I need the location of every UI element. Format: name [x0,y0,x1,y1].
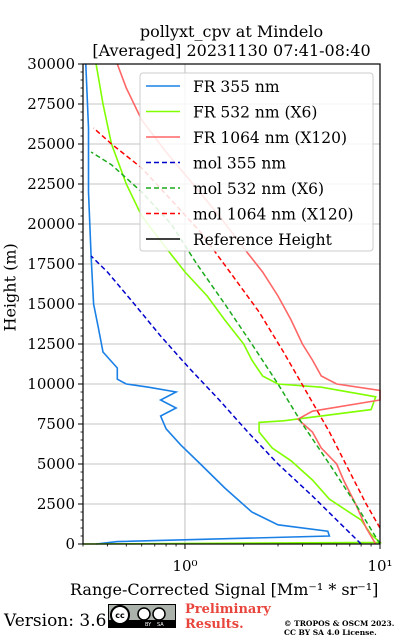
preliminary-results-label: Preliminary Results. [185,602,271,632]
y-tick-label: 12500 [27,335,75,353]
y-tick-label: 7500 [37,415,75,433]
legend-label-fr1064: FR 1064 nm (X120) [193,129,347,147]
cc-license-badge-icon: cc BY SA [108,604,176,628]
x-axis-label: Range-Corrected Signal [Mm⁻¹ * sr⁻¹] [70,580,379,599]
svg-text:cc: cc [115,611,125,620]
legend-label-fr355: FR 355 nm [193,78,280,96]
copyright-text: © TROPOS & OSCM 2023. CC BY SA 4.0 Licen… [284,619,395,637]
legend-label-mol532: mol 532 nm (X6) [193,180,324,198]
legend-box [139,72,374,252]
svg-text:BY: BY [145,622,152,627]
x-tick-label: 10¹ [367,557,392,575]
x-tick-label: 10⁰ [172,557,197,575]
y-tick-label: 17500 [27,255,75,273]
series-line-fr355 [85,63,331,545]
y-tick-label: 10000 [27,375,75,393]
y-tick-label: 25000 [27,135,75,153]
y-tick-label: 15000 [27,295,75,313]
y-tick-label: 2500 [37,495,75,513]
y-tick-label: 30000 [27,55,75,73]
legend-label-fr532: FR 532 nm (X6) [193,104,317,122]
legend-label-mol1064: mol 1064 nm (X120) [193,206,354,224]
series-line-mol355 [90,255,362,545]
legend-label-mol355: mol 355 nm [193,155,286,173]
y-tick-label: 0 [65,535,75,553]
y-tick-label: 5000 [37,455,75,473]
version-label: Version: 3.6 [4,611,107,631]
y-axis-label: Height (m) [0,243,20,332]
chart-title: pollyxt_cpv at Mindelo [139,22,324,41]
y-tick-label: 27500 [27,95,75,113]
chart-subtitle: [Averaged] 20231130 07:41-08:40 [92,41,371,60]
legend-label-ref: Reference Height [193,231,333,249]
svg-text:SA: SA [157,622,164,627]
y-tick-label: 20000 [27,215,75,233]
y-tick-label: 22500 [27,175,75,193]
series-line-mol532 [90,151,381,545]
